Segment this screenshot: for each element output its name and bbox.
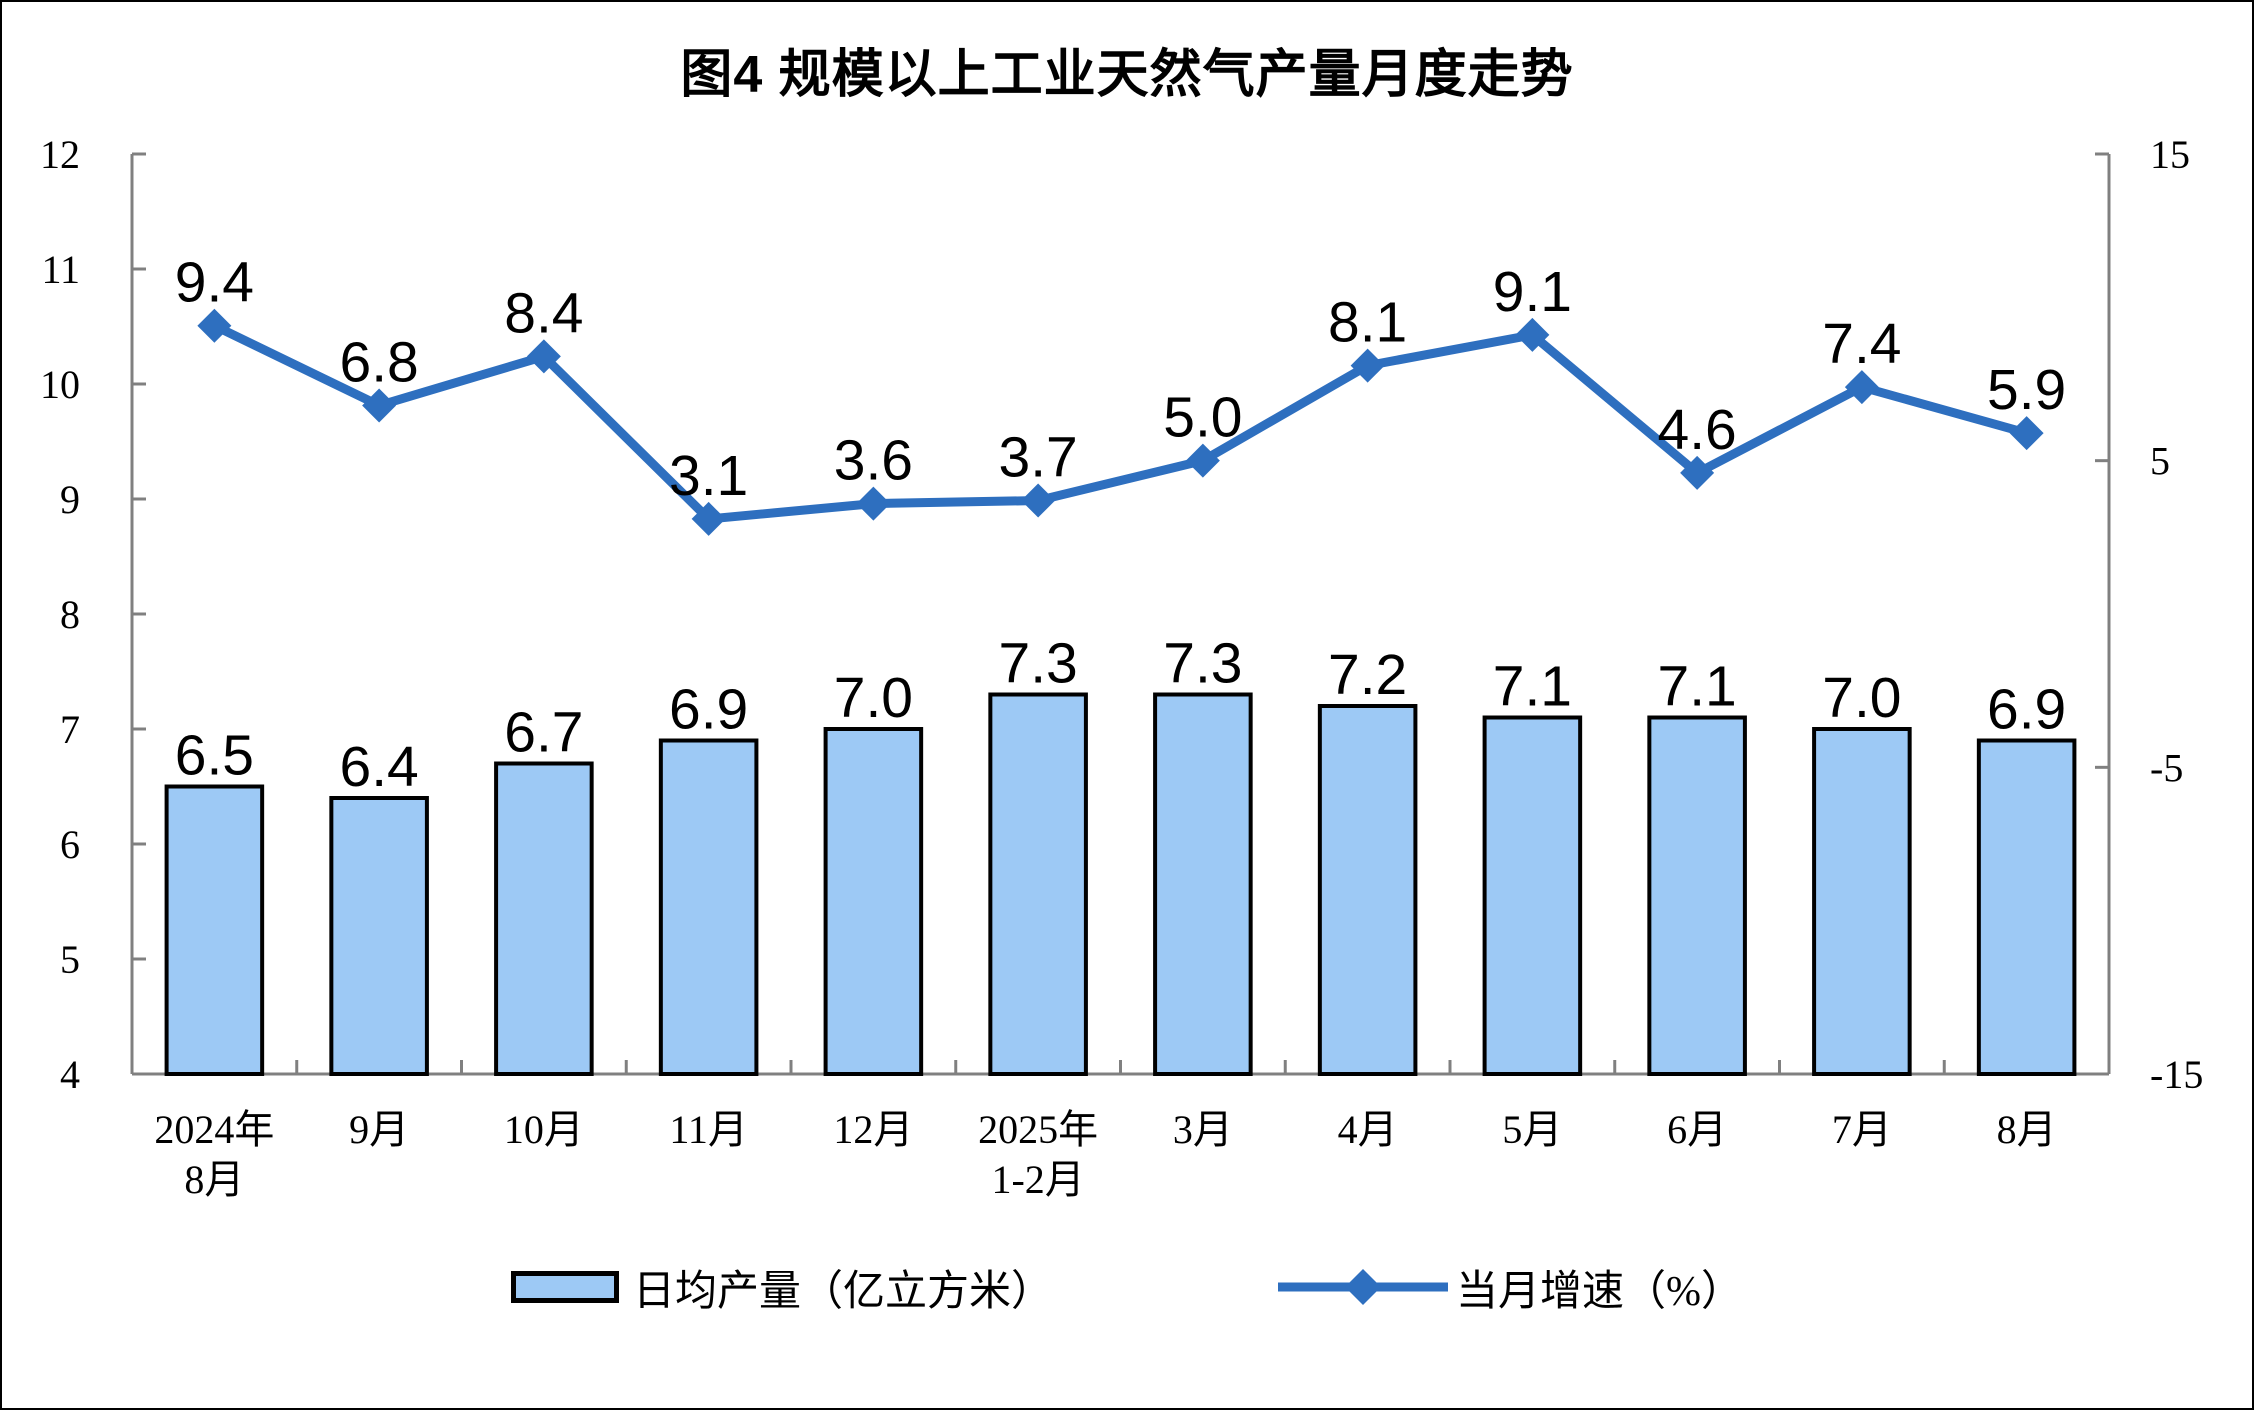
bar-value-label: 7.1: [1493, 655, 1572, 719]
line-marker-diamond: [1021, 483, 1056, 518]
y-axis-left-tick-label: 5: [60, 937, 80, 982]
bar: [1647, 715, 1747, 1076]
x-axis-category-label: 11月: [669, 1107, 748, 1152]
line-value-label: 3.1: [669, 444, 748, 508]
legend-diamond-icon: [1345, 1269, 1381, 1305]
y-axis-left-tick-label: 8: [60, 592, 80, 637]
bar-value-label: 7.2: [1328, 643, 1407, 707]
x-axis-category-label: 12月: [833, 1107, 913, 1152]
bar: [1812, 727, 1912, 1076]
line-value-label: 9.1: [1493, 260, 1572, 324]
line-marker-diamond: [2009, 416, 2044, 451]
bar: [823, 727, 924, 1076]
line-marker-diamond: [1515, 317, 1550, 352]
line-value-label: 6.8: [340, 330, 419, 394]
line-value-label: 8.4: [504, 281, 583, 345]
bar-value-label: 6.4: [340, 735, 419, 799]
bar: [1482, 715, 1583, 1076]
x-axis-category-label: 8月: [1997, 1107, 2057, 1152]
y-axis-left-tick-label: 11: [41, 247, 80, 292]
y-axis-left-tick-label: 10: [40, 362, 80, 407]
line-marker-diamond: [856, 486, 891, 521]
line-value-label: 4.6: [1658, 398, 1737, 462]
x-axis-category-label: 2025年: [978, 1107, 1098, 1152]
y-axis-left-tick-label: 12: [40, 132, 80, 177]
x-axis-category-label: 5月: [1502, 1107, 1562, 1152]
bar: [164, 784, 265, 1076]
x-axis-category-label: 4月: [1338, 1107, 1398, 1152]
y-axis-right-tick-label: -15: [2150, 1052, 2203, 1097]
line-marker-diamond: [1185, 443, 1220, 478]
x-axis-category-label: 2024年: [154, 1107, 274, 1152]
y-axis-left-tick-label: 6: [60, 822, 80, 867]
line-value-label: 3.6: [834, 429, 913, 493]
line-marker-diamond: [1350, 348, 1385, 383]
line-marker-diamond: [691, 501, 726, 536]
bar-value-label: 7.3: [1163, 632, 1242, 696]
bar-value-label: 7.1: [1658, 655, 1737, 719]
x-axis-category-label: 3月: [1173, 1107, 1233, 1152]
x-axis-category-label: 6月: [1667, 1107, 1727, 1152]
bar: [658, 738, 759, 1076]
bar-value-label: 6.5: [175, 724, 254, 788]
y-axis-left-tick-label: 7: [60, 707, 80, 752]
y-axis-left-tick-label: 4: [60, 1052, 80, 1097]
legend-item-line-series: 当月增速（%）: [1278, 1257, 1743, 1318]
legend-label-bar-series: 日均产量（亿立方米）: [632, 1268, 1053, 1315]
line-marker-diamond: [1844, 370, 1879, 405]
bar: [1153, 692, 1253, 1076]
legend-item-bar-series: 日均产量（亿立方米）: [510, 1257, 1053, 1318]
y-axis-right-tick-label: 15: [2150, 132, 2190, 177]
bar-series-swatch: [510, 1271, 619, 1303]
x-axis-category-label: 7月: [1832, 1107, 1892, 1152]
line-series-marker-sample: [1278, 1269, 1448, 1305]
y-axis-left-tick-label: 9: [60, 477, 80, 522]
line-marker-diamond: [1680, 455, 1715, 490]
chart-title: 图4 规模以上工业天然气产量月度走势: [680, 46, 1574, 104]
line-value-label: 9.4: [175, 251, 254, 315]
bar: [988, 692, 1088, 1076]
y-axis-right-tick-label: 5: [2150, 439, 2170, 484]
bar: [1317, 704, 1418, 1076]
line-marker-diamond: [362, 388, 397, 423]
legend-label-line-series: 当月增速（%）: [1456, 1268, 1743, 1315]
bar-value-label: 7.3: [999, 632, 1078, 696]
x-axis-category-label: 8月: [184, 1157, 244, 1202]
line-marker-diamond: [197, 308, 232, 343]
x-axis-category-label: 9月: [349, 1107, 409, 1152]
bar-value-label: 7.0: [1822, 666, 1901, 730]
y-axis-right-tick-label: -5: [2150, 745, 2183, 790]
line-value-label: 3.7: [999, 426, 1078, 490]
line-value-label: 7.4: [1822, 312, 1901, 376]
bar-value-label: 6.7: [504, 701, 583, 765]
bar-value-label: 6.9: [669, 678, 748, 742]
bar: [329, 796, 429, 1076]
chart-legend: 日均产量（亿立方米） 当月增速（%）: [2, 1252, 2252, 1322]
line-value-label: 8.1: [1328, 291, 1407, 355]
line-value-label: 5.9: [1987, 358, 2066, 422]
x-axis-category-label: 1-2月: [991, 1157, 1084, 1202]
growth-line: [212, 321, 2028, 524]
bar: [1976, 738, 2077, 1076]
line-marker-diamond: [526, 339, 561, 374]
line-value-label: 5.0: [1163, 386, 1242, 450]
bar: [494, 761, 594, 1076]
x-axis-category-label: 10月: [504, 1107, 584, 1152]
bar-value-label: 6.9: [1987, 678, 2066, 742]
bar-value-label: 7.0: [834, 666, 913, 730]
